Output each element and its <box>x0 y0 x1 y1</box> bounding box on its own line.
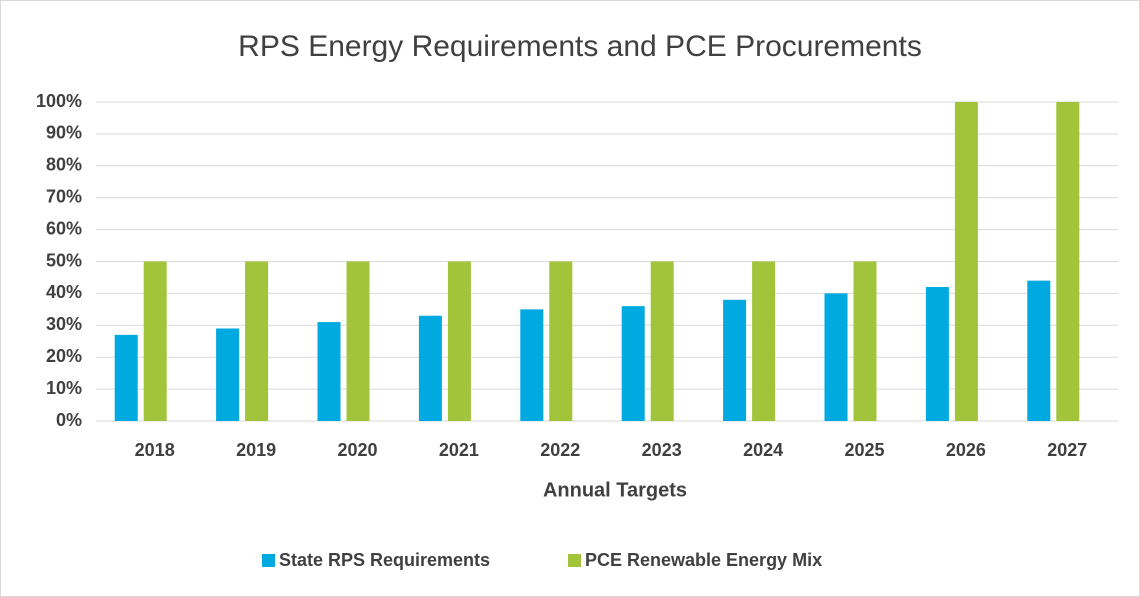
bar <box>245 261 269 421</box>
x-tick-label: 2026 <box>946 440 986 460</box>
bar <box>143 261 167 421</box>
legend-label: PCE Renewable Energy Mix <box>585 550 822 570</box>
legend-label: State RPS Requirements <box>279 550 490 570</box>
bar <box>1027 280 1051 421</box>
x-tick-label: 2025 <box>844 440 884 460</box>
legend-swatch <box>568 554 581 567</box>
bar <box>723 299 747 421</box>
bar <box>346 261 370 421</box>
bar <box>549 261 573 421</box>
bar <box>621 306 645 421</box>
x-tick-label: 2023 <box>642 440 682 460</box>
bar <box>925 287 949 421</box>
bar <box>1056 102 1080 421</box>
bar <box>216 328 240 421</box>
y-tick-label: 50% <box>46 250 82 270</box>
bar <box>447 261 471 421</box>
x-tick-label: 2019 <box>236 440 276 460</box>
chart-title: RPS Energy Requirements and PCE Procurem… <box>238 30 922 63</box>
bar <box>954 102 978 421</box>
y-tick-label: 20% <box>46 346 82 366</box>
bar <box>418 315 442 421</box>
bar <box>317 322 341 421</box>
y-tick-label: 90% <box>46 123 82 143</box>
y-tick-label: 60% <box>46 218 82 238</box>
bar <box>824 293 848 421</box>
y-tick-label: 100% <box>36 91 82 111</box>
y-tick-label: 10% <box>46 378 82 398</box>
y-tick-label: 70% <box>46 186 82 206</box>
bar <box>650 261 674 421</box>
bar <box>752 261 776 421</box>
bar <box>114 334 138 421</box>
bar <box>853 261 877 421</box>
bar <box>520 309 544 421</box>
x-tick-label: 2024 <box>743 440 783 460</box>
x-tick-label: 2018 <box>135 440 175 460</box>
legend-swatch <box>262 554 275 567</box>
y-tick-label: 0% <box>56 410 82 430</box>
x-tick-label: 2021 <box>439 440 479 460</box>
x-axis-title: Annual Targets <box>543 479 687 501</box>
y-tick-label: 80% <box>46 155 82 175</box>
x-tick-label: 2022 <box>540 440 580 460</box>
y-tick-label: 40% <box>46 282 82 302</box>
x-tick-label: 2020 <box>337 440 377 460</box>
y-tick-label: 30% <box>46 314 82 334</box>
x-tick-label: 2027 <box>1047 440 1087 460</box>
